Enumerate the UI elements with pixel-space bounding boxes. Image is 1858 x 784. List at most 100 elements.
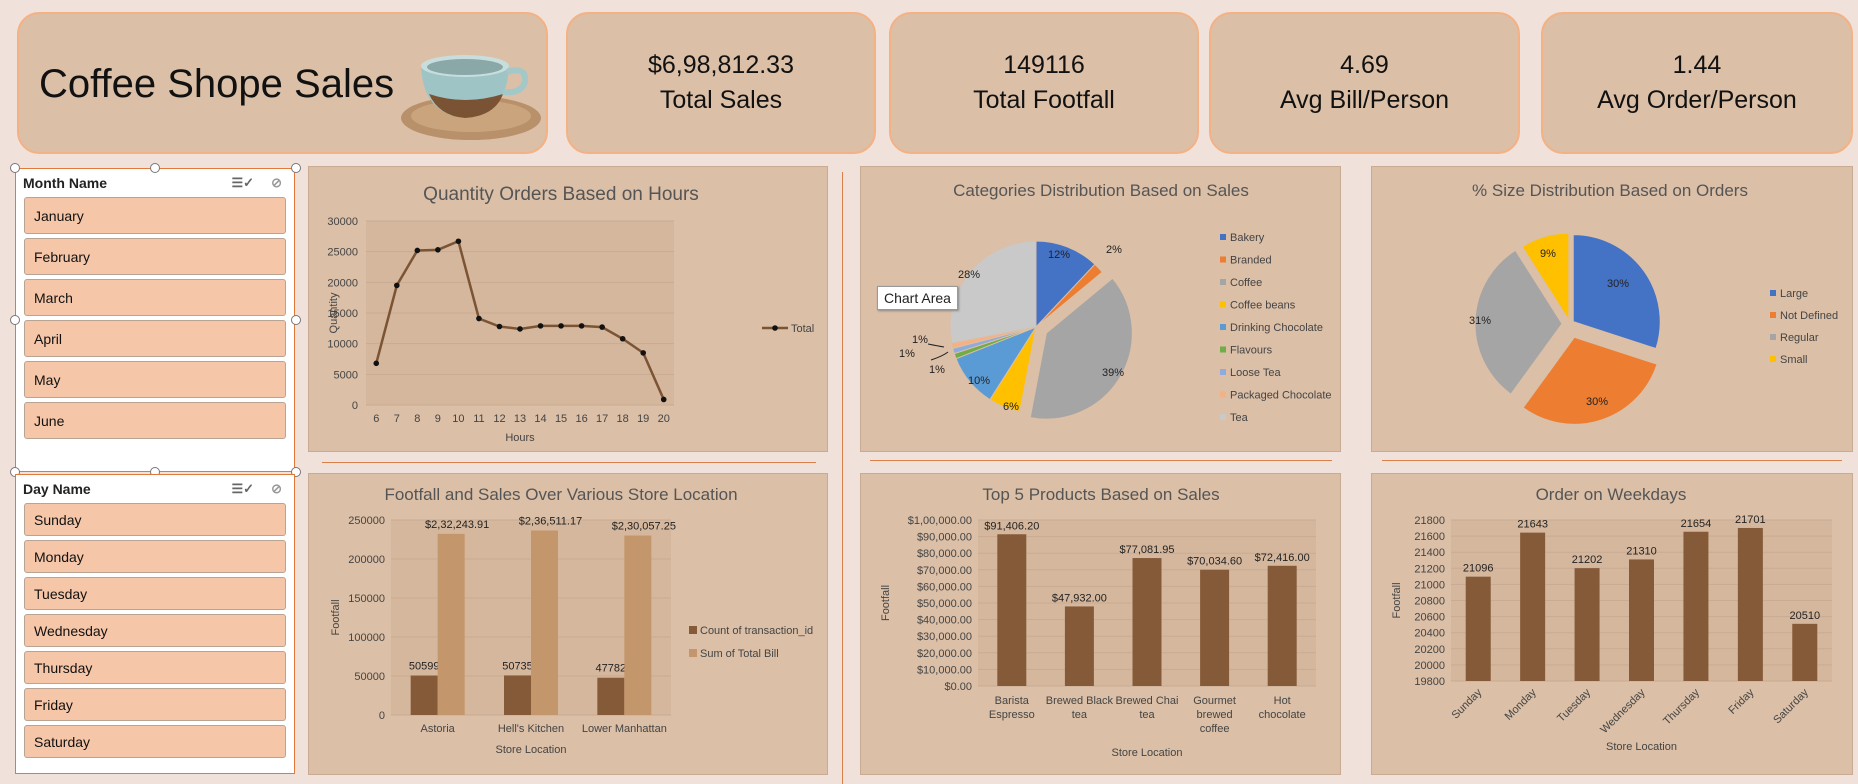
- data-label: 31%: [1469, 315, 1491, 327]
- x-tick-label: Astoria: [421, 723, 456, 735]
- legend-label: Not Defined: [1780, 310, 1838, 322]
- pie-slice-not-defined: [1522, 336, 1658, 425]
- x-tick-label: 11: [473, 413, 484, 425]
- chart-panel-products[interactable]: Top 5 Products Based on Sales $0.00 $10,00…: [860, 473, 1341, 775]
- x-tick-label: 12: [493, 413, 505, 425]
- x-tick-label: Espresso: [989, 709, 1035, 721]
- clear-filter-icon[interactable]: ⊘: [271, 175, 282, 190]
- data-label: $72,416.00: [1255, 552, 1310, 564]
- legend-swatch: [1220, 391, 1226, 398]
- legend-swatch: [1770, 290, 1776, 296]
- slicer-item-tuesday[interactable]: Tuesday: [24, 577, 286, 610]
- pie-slice-branded: [1035, 263, 1103, 328]
- bar: [1792, 623, 1818, 681]
- bar: [1465, 576, 1491, 681]
- kpi-avg-order: 1.44 Avg Order/Person: [1541, 12, 1853, 154]
- bar: [410, 675, 438, 715]
- data-label: $47,932.00: [1052, 592, 1107, 604]
- kpi-total-footfall: 149116 Total Footfall: [889, 12, 1199, 154]
- x-tick-label: Sunday: [1449, 686, 1484, 721]
- x-tick-label: Saturday: [1771, 686, 1811, 726]
- slicer-item-january[interactable]: January: [24, 197, 286, 234]
- data-point: [496, 323, 503, 330]
- resize-handle[interactable]: [150, 163, 160, 173]
- y-axis-title: Footfall: [880, 585, 892, 621]
- legend-label: Drinking Chocolate: [1230, 322, 1323, 334]
- kpi-value: 4.69: [1340, 51, 1389, 79]
- slicer-item-friday[interactable]: Friday: [24, 688, 286, 721]
- resize-handle[interactable]: [291, 467, 301, 477]
- leader-line: [930, 351, 949, 361]
- data-point: [373, 360, 380, 367]
- day-slicer[interactable]: Day Name ☰✓ ⊘ Sunday Monday Tuesday Wedn…: [15, 474, 295, 774]
- chart-panel-hours[interactable]: Quantity Orders Based on Hours 0 5000 10000…: [308, 166, 828, 452]
- legend-swatch: [1220, 256, 1226, 263]
- legend-swatch: [1770, 356, 1776, 362]
- chart-panel-categories[interactable]: Categories Distribution Based on Sales 12…: [860, 166, 1341, 452]
- slicer-item-wednesday[interactable]: Wednesday: [24, 614, 286, 647]
- slicer-item-june[interactable]: June: [24, 402, 286, 439]
- legend-label: Branded: [1230, 255, 1272, 267]
- x-tick-label: Lower Manhattan: [582, 723, 667, 735]
- resize-handle[interactable]: [10, 315, 20, 325]
- slicer-item-saturday[interactable]: Saturday: [24, 725, 286, 758]
- x-tick-label: Brewed Black: [1046, 695, 1114, 707]
- data-label: 9%: [1540, 248, 1556, 260]
- x-tick-label: brewed: [1197, 709, 1233, 721]
- slicer-item-april[interactable]: April: [24, 320, 286, 357]
- y-tick-label: 20800: [1414, 596, 1445, 608]
- multi-select-icon[interactable]: ☰✓: [231, 175, 254, 190]
- resize-handle[interactable]: [10, 163, 20, 173]
- y-tick-label: 10000: [327, 339, 358, 351]
- y-tick-label: $30,000.00: [917, 631, 972, 643]
- bar: [1737, 527, 1763, 681]
- slicer-item-march[interactable]: March: [24, 279, 286, 316]
- multi-select-icon[interactable]: ☰✓: [231, 481, 254, 496]
- data-label: 21701: [1735, 514, 1766, 526]
- kpi-label: Avg Order/Person: [1597, 86, 1797, 114]
- data-label: 39%: [1102, 367, 1124, 379]
- y-tick-label: 20000: [1414, 660, 1445, 672]
- x-tick-label: Monday: [1503, 686, 1540, 723]
- data-label: 12%: [1048, 249, 1070, 261]
- resize-handle[interactable]: [291, 315, 301, 325]
- clear-filter-icon[interactable]: ⊘: [271, 481, 282, 496]
- x-axis-title: Store Location: [1606, 741, 1677, 753]
- slicer-item-monday[interactable]: Monday: [24, 540, 286, 573]
- y-tick-label: 100000: [348, 632, 385, 644]
- x-tick-label: tea: [1139, 709, 1155, 721]
- x-tick-label: 18: [617, 413, 629, 425]
- chart-title: Order on Weekdays: [1536, 485, 1687, 504]
- y-axis-title: Footfall: [1391, 582, 1403, 618]
- slicer-item-february[interactable]: February: [24, 238, 286, 275]
- x-tick-label: Tuesday: [1555, 686, 1593, 724]
- data-label: 20510: [1789, 610, 1820, 622]
- month-slicer[interactable]: Month Name ☰✓ ⊘ January February March A…: [15, 168, 295, 472]
- title-card: Coffee Shope Sales: [17, 12, 548, 154]
- y-tick-label: 25000: [327, 247, 358, 259]
- slicer-item-thursday[interactable]: Thursday: [24, 651, 286, 684]
- resize-handle[interactable]: [291, 163, 301, 173]
- chart-panel-weekdays[interactable]: Order on Weekdays 19800 20000 20200 20400 206…: [1371, 473, 1853, 775]
- slicer-item-may[interactable]: May: [24, 361, 286, 398]
- y-tick-label: $50,000.00: [917, 598, 972, 610]
- y-axis-title: Quantity: [328, 292, 340, 333]
- slicer-item-sunday[interactable]: Sunday: [24, 503, 286, 536]
- legend-label: Packaged Chocolate: [1230, 390, 1332, 402]
- legend-swatch: [1220, 279, 1226, 285]
- y-tick-label: 21000: [1414, 579, 1445, 591]
- pie-slice-large: [1572, 234, 1661, 350]
- data-point: [599, 324, 605, 330]
- pie-slice-regular: [1474, 249, 1563, 395]
- chart-panel-size[interactable]: % Size Distribution Based on Orders 30% 30…: [1371, 166, 1853, 452]
- y-tick-label: 0: [352, 400, 358, 412]
- x-tick-label: coffee: [1200, 723, 1230, 735]
- legend-swatch: [1220, 346, 1226, 353]
- y-tick-label: 15000: [327, 308, 358, 320]
- chart-panel-stores[interactable]: Footfall and Sales Over Various Store Lo…: [308, 473, 828, 775]
- bar: [504, 675, 531, 715]
- bar: [1574, 568, 1600, 681]
- legend-label: Sum of Total Bill: [700, 648, 779, 660]
- y-tick-label: $1,00,000.00: [908, 515, 972, 527]
- products-bar-chart: Top 5 Products Based on Sales $0.00 $10,00…: [880, 485, 1316, 759]
